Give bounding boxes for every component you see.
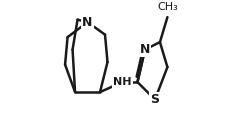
Text: CH₃: CH₃ [156, 2, 177, 12]
Text: NH: NH [113, 77, 131, 87]
Text: S: S [150, 93, 159, 106]
Text: N: N [82, 16, 92, 29]
Text: N: N [139, 43, 150, 56]
